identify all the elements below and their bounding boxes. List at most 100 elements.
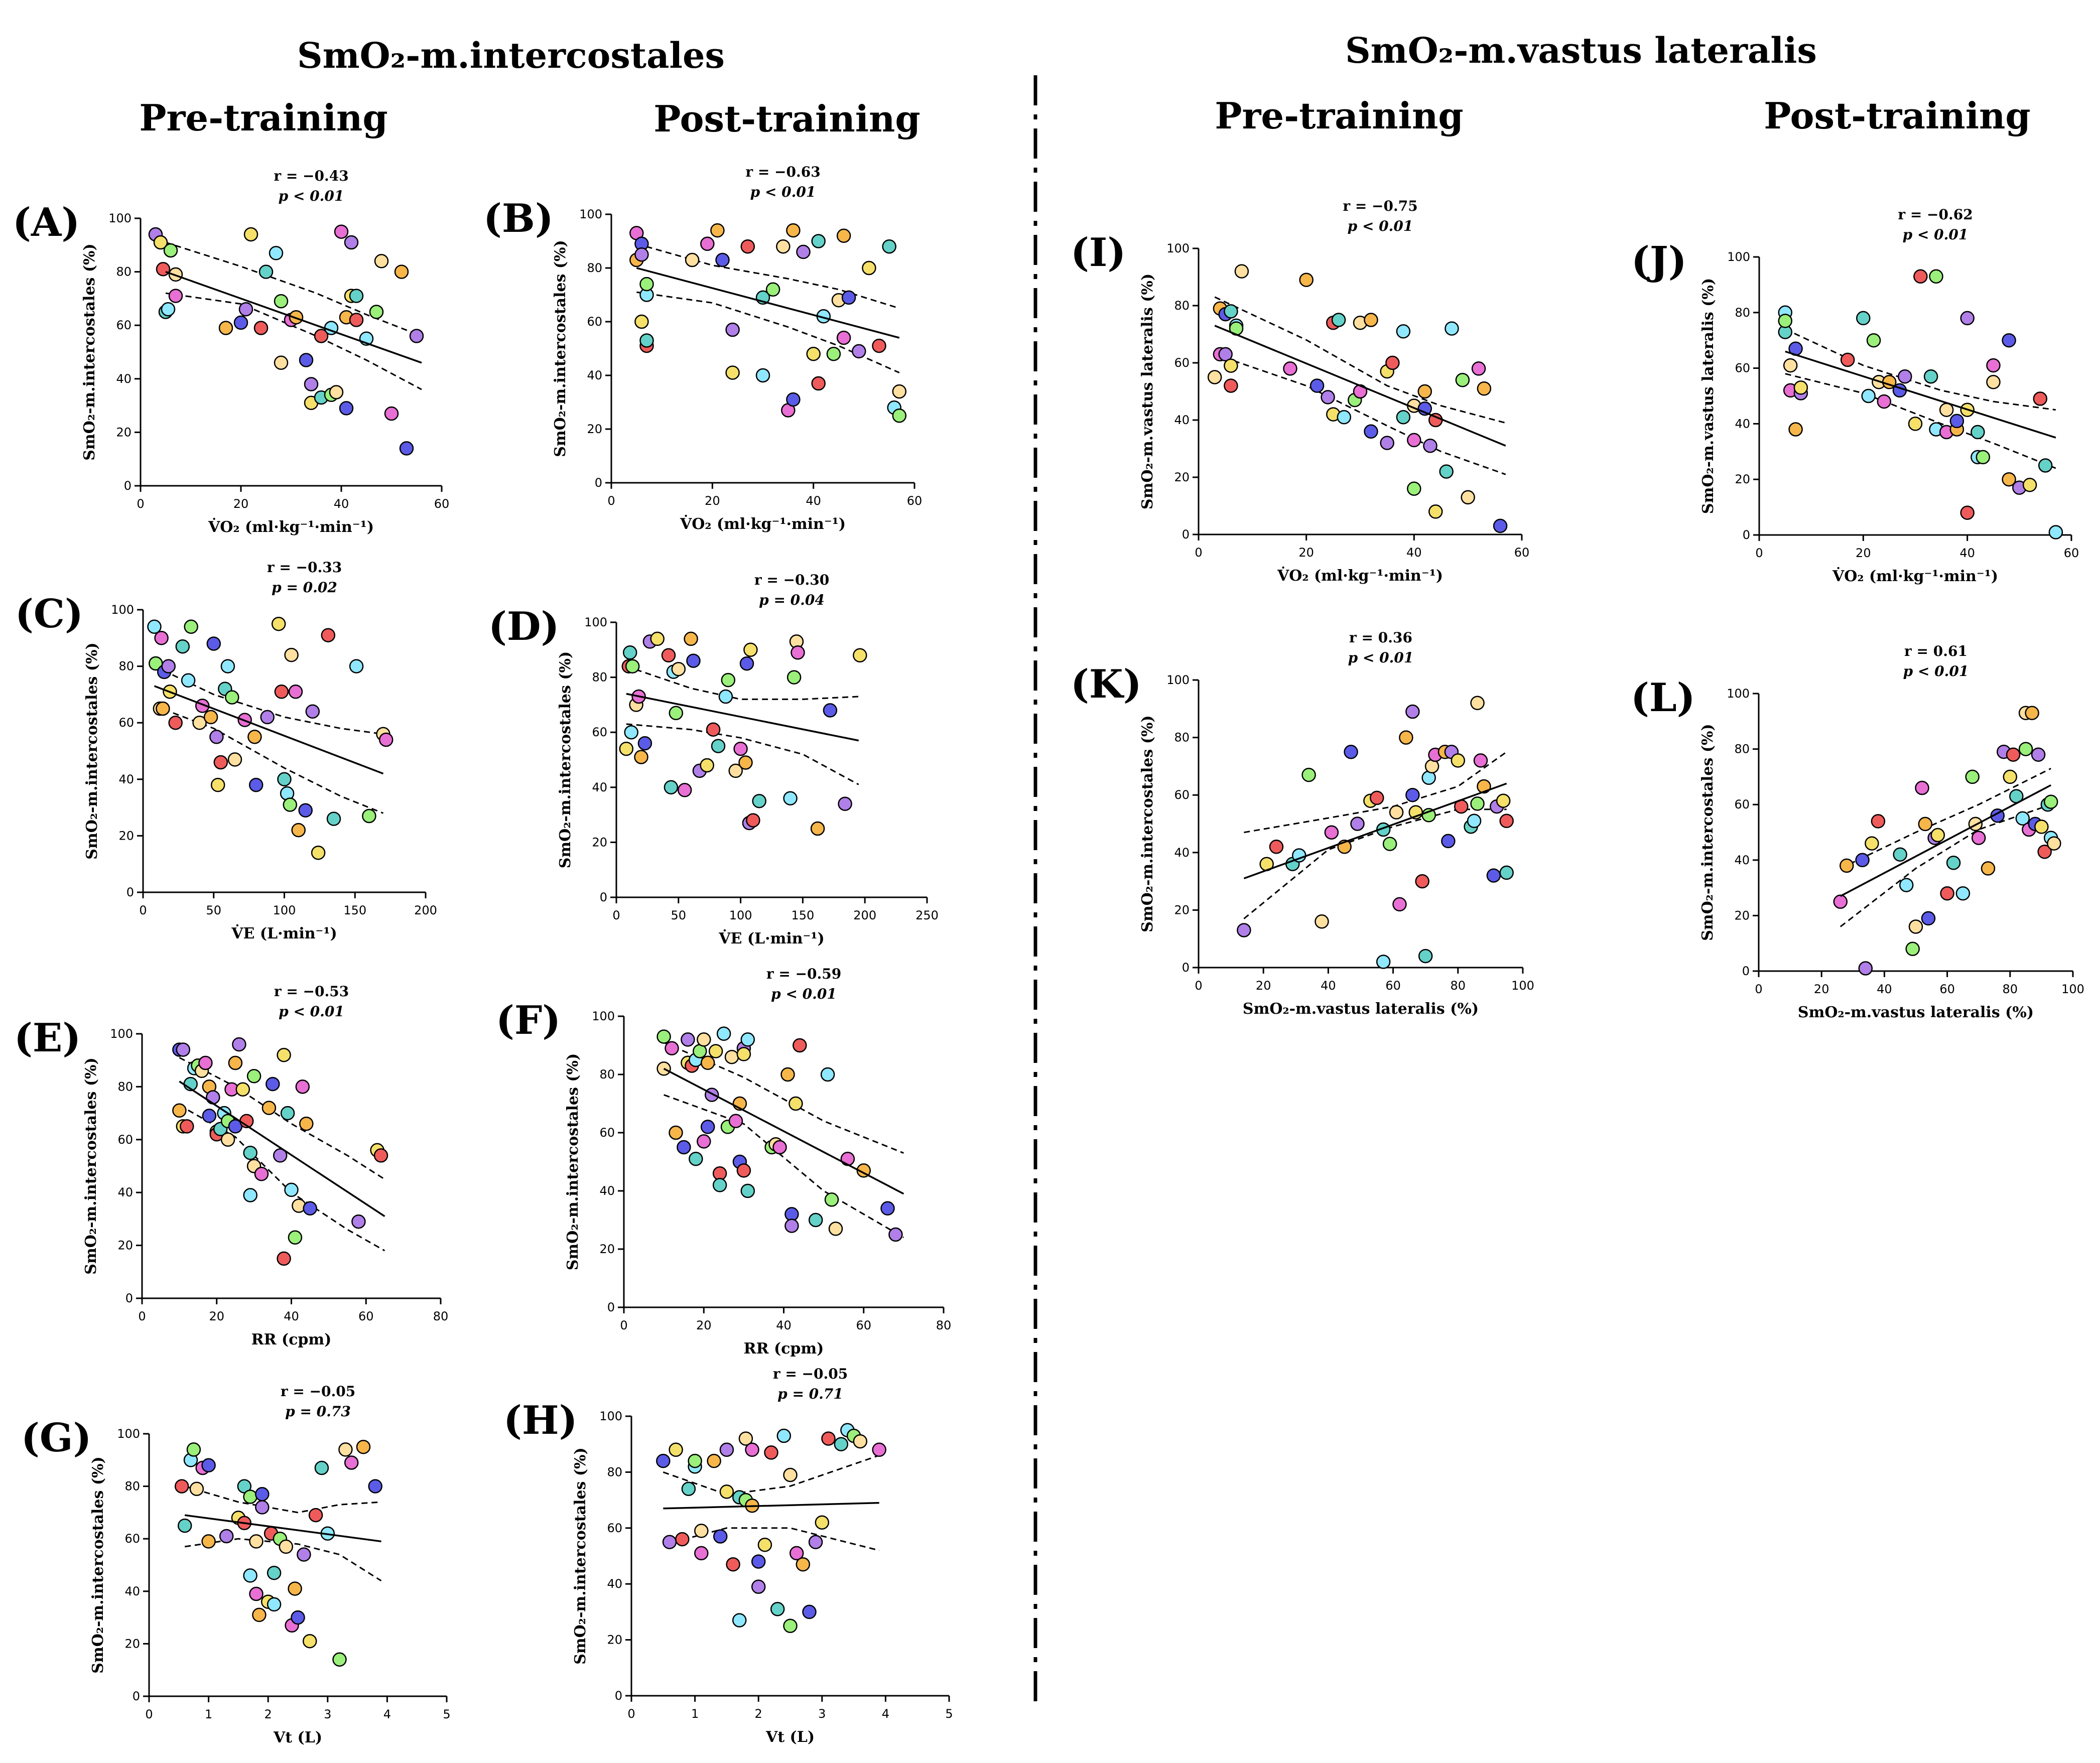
data-point-f	[704, 1088, 719, 1102]
x-tick-label-l: 60	[1939, 982, 1955, 996]
data-point-e	[232, 1037, 246, 1052]
data-point-l	[1899, 878, 1914, 892]
y-axis-label-d: SmO₂-m.intercostales (%)	[557, 651, 574, 868]
stat-r-e: r = −0.53	[274, 983, 349, 1000]
data-point-h	[751, 1579, 766, 1594]
data-point-a	[269, 246, 284, 260]
data-point-c	[206, 636, 221, 651]
stat-p-l: p < 0.01	[1903, 663, 1969, 680]
y-tick-label-f: 60	[599, 1126, 615, 1140]
data-point-k	[1499, 813, 1514, 829]
regression-line-i	[1214, 325, 1506, 447]
data-point-l	[1915, 780, 1929, 795]
data-point-h	[738, 1431, 753, 1446]
y-tick-label-b: 100	[579, 207, 602, 221]
data-point-b	[786, 392, 801, 407]
data-point-e	[243, 1188, 257, 1202]
x-tick-label-d: 150	[791, 908, 814, 922]
data-point-h	[776, 1428, 792, 1443]
stat-r-h: r = −0.05	[773, 1366, 848, 1382]
ci-upper-a	[165, 241, 422, 337]
data-point-b	[852, 344, 866, 359]
stat-r-c: r = −0.33	[267, 559, 342, 576]
data-point-b	[634, 314, 649, 329]
x-tick-label-g: 1	[205, 1707, 212, 1721]
data-point-k	[1392, 897, 1407, 912]
data-point-d	[634, 750, 648, 764]
y-tick-label-i: 0	[1182, 527, 1190, 541]
data-point-d	[711, 739, 726, 753]
data-point-i	[1309, 378, 1325, 393]
data-point-g	[332, 1652, 347, 1667]
data-point-b	[725, 322, 740, 337]
data-point-a	[299, 353, 314, 367]
col-header-post-2: Post-training	[1764, 94, 2031, 137]
data-point-i	[1283, 361, 1297, 376]
data-point-c	[349, 659, 364, 673]
data-point-e	[243, 1145, 257, 1160]
data-point-e	[228, 1055, 243, 1070]
regression-line-e	[179, 1080, 385, 1217]
data-point-l	[1871, 814, 1886, 829]
regression-line-l	[1840, 784, 2051, 897]
data-point-f	[780, 1067, 795, 1082]
data-point-k	[1470, 696, 1485, 711]
data-point-d	[810, 821, 825, 836]
data-point-j	[1939, 402, 1954, 417]
x-tick-label-e: 20	[209, 1309, 224, 1323]
y-tick-label-e: 0	[125, 1291, 133, 1305]
data-point-g	[174, 1479, 189, 1494]
data-point-h	[783, 1467, 798, 1482]
y-tick-label-b: 60	[587, 315, 602, 329]
data-point-a	[258, 264, 274, 279]
x-tick-label-c: 50	[206, 903, 221, 917]
x-tick-label-c: 0	[139, 903, 147, 917]
data-point-k	[1405, 787, 1420, 802]
data-point-c	[291, 823, 306, 838]
data-point-b	[811, 376, 826, 391]
data-point-f	[669, 1125, 683, 1140]
data-point-i	[1218, 347, 1233, 362]
x-axis-label-b: V̇O₂ (ml·kg⁻¹·min⁻¹)	[680, 515, 846, 533]
data-point-e	[373, 1148, 388, 1163]
data-point-c	[326, 811, 341, 826]
y-axis-label-a: SmO₂-m.intercostales (%)	[81, 243, 98, 460]
regression-line-d	[626, 693, 859, 742]
data-point-f	[657, 1061, 671, 1076]
data-point-b	[841, 290, 856, 305]
data-point-h	[853, 1434, 868, 1449]
data-point-a	[156, 262, 171, 277]
regression-line-k	[1243, 782, 1507, 880]
y-tick-label-d: 40	[592, 780, 607, 794]
x-tick-label-c: 200	[414, 903, 437, 917]
data-point-b	[826, 346, 841, 361]
data-point-h	[757, 1537, 772, 1552]
data-point-l	[1946, 856, 1961, 870]
data-point-d	[791, 645, 805, 660]
stat-p-j: p < 0.01	[1903, 226, 1968, 243]
panel-a: 0 20 40 60 0 20 40 60 80 100 r = −0.43 p < 0.01 (A) V…	[13, 168, 449, 536]
data-point-g	[279, 1539, 294, 1554]
x-axis-label-l: SmO₂-m.vastus lateralis (%)	[1798, 1004, 2034, 1021]
data-point-c	[362, 808, 376, 824]
y-tick-label-j: 40	[1735, 417, 1750, 431]
data-point-f	[789, 1096, 803, 1111]
data-point-b	[634, 247, 649, 262]
data-point-d	[728, 763, 743, 778]
data-point-d	[619, 741, 634, 756]
data-point-e	[295, 1079, 310, 1094]
data-point-h	[719, 1442, 734, 1457]
data-point-i	[1224, 378, 1238, 393]
data-point-h	[796, 1557, 811, 1572]
panel-letter-g: (G)	[21, 1415, 91, 1461]
data-point-c	[210, 777, 225, 792]
y-tick-label-a: 20	[116, 425, 132, 439]
data-point-i	[1455, 372, 1470, 387]
panel-h: 0 1 2 3 4 5 0 20 40 60 80 100 r = −0.05 p = 0.71 (H) Vt…	[503, 1366, 953, 1746]
data-point-h	[713, 1529, 728, 1544]
data-point-e	[206, 1090, 220, 1105]
data-point-k	[1405, 704, 1420, 719]
data-point-a	[161, 302, 176, 317]
panel-letter-j: (J)	[1631, 238, 1687, 284]
y-tick-label-c: 0	[126, 885, 134, 899]
